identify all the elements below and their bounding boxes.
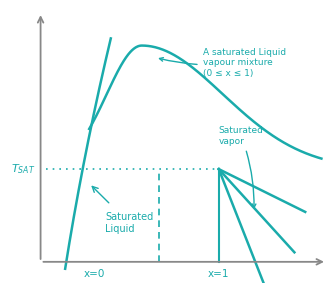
Text: A saturated Liquid
vapour mixture
(0 ≤ x ≤ 1): A saturated Liquid vapour mixture (0 ≤ x…	[159, 48, 286, 78]
Text: x=0: x=0	[84, 269, 105, 279]
Text: Saturated
vapor: Saturated vapor	[219, 126, 264, 208]
Text: $T_{SAT}$: $T_{SAT}$	[11, 162, 35, 176]
Text: x=1: x=1	[208, 269, 229, 279]
Text: Saturated
Liquid: Saturated Liquid	[106, 212, 154, 234]
